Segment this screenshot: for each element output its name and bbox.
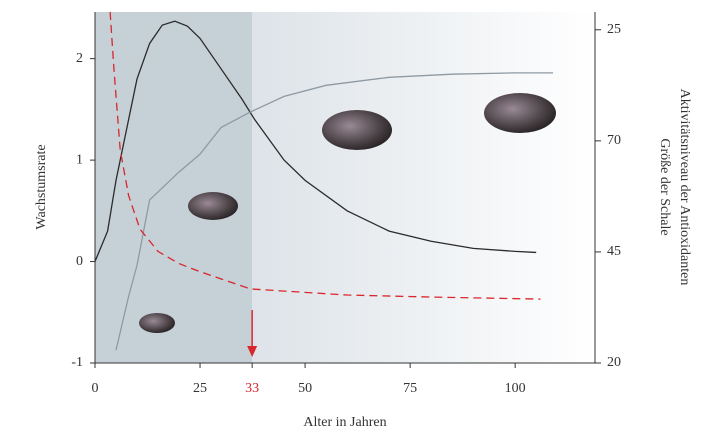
y2-axis-label: Größe der Schale [657, 138, 672, 235]
x-tick-label: 50 [298, 381, 312, 396]
x-tick-label: 33 [245, 381, 259, 396]
shell-images [139, 93, 556, 333]
background-dark [95, 12, 253, 363]
x-tick-label: 100 [505, 381, 526, 396]
x-axis-label: Alter in Jahren [303, 415, 386, 430]
marker-arrow-head [247, 346, 258, 357]
x-tick-label: 75 [403, 381, 417, 396]
y-tick-label: 2 [76, 51, 83, 66]
y-tick-label: 1 [76, 152, 83, 167]
shell [484, 93, 556, 133]
y2-axis-label: Aktivitätsniveau der Antioxidanten [677, 89, 692, 286]
shell [139, 313, 175, 333]
y-axis-label: Wachstumsrate [34, 144, 49, 229]
series-line [115, 72, 553, 351]
x-tick-label: 25 [193, 381, 207, 396]
y2-tick-label: 20 [607, 355, 621, 370]
y2-tick-label: 45 [607, 244, 621, 259]
y-tick-label: -1 [71, 355, 83, 370]
y2-tick-label: 70 [607, 133, 621, 148]
shell [322, 110, 392, 150]
series-line [109, 11, 541, 300]
y2-tick-label: 25 [607, 22, 621, 37]
shell [188, 192, 238, 220]
series-line [94, 20, 537, 262]
x-tick-label: 0 [92, 381, 99, 396]
y-tick-label: 0 [76, 254, 83, 269]
background-light [252, 12, 595, 363]
